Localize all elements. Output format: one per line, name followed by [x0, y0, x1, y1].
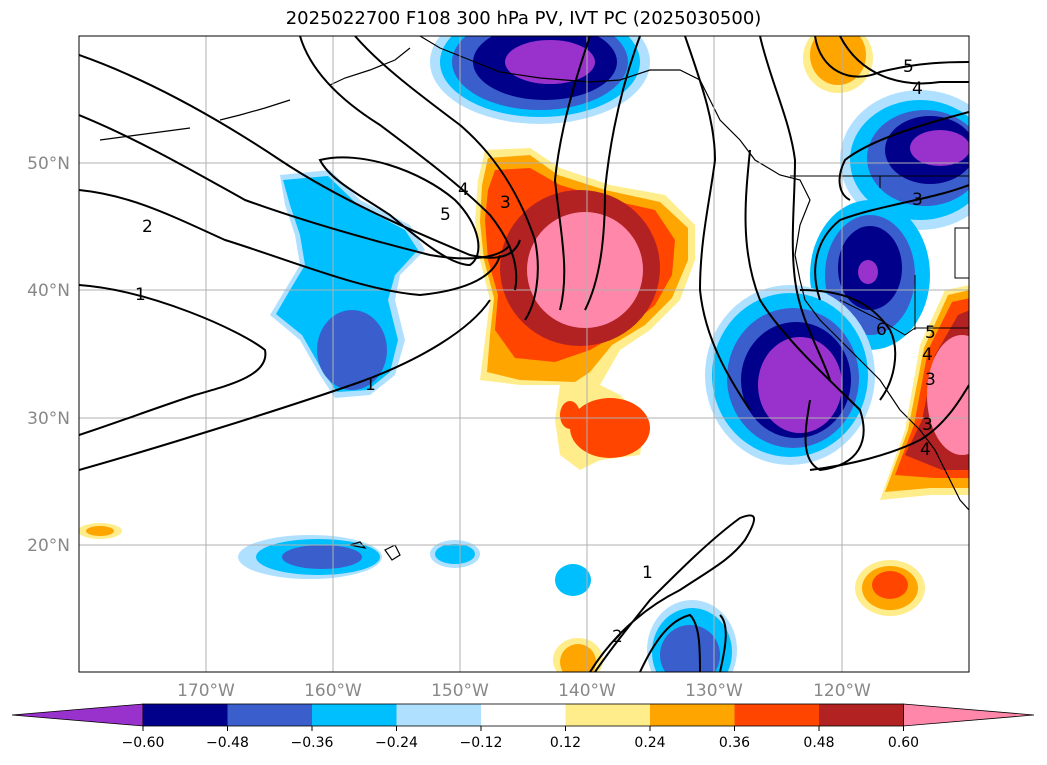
lon-label-140w: 140°W	[558, 681, 616, 701]
lat-label-40n: 40°N	[27, 281, 70, 301]
colorbar-extend-high	[903, 703, 1035, 727]
colorbar-tick-label: −0.36	[291, 735, 334, 751]
map-area: 5 4 3 2 1 1 4 5 3 3 6 5 4 3 4 1 2	[79, 36, 969, 672]
positive-anomaly-mexico	[855, 285, 969, 616]
contour-label: 3	[922, 415, 933, 435]
colorbar-tick-label: 0.12	[550, 735, 581, 751]
contour-label: 5	[903, 57, 914, 77]
pv-contours	[79, 36, 969, 672]
contour-label: 4	[912, 79, 923, 99]
negative-anomaly-central-pacific	[270, 170, 425, 398]
contour-label: 3	[500, 193, 511, 213]
political-borders	[790, 175, 969, 336]
contour-label: 3	[925, 370, 936, 390]
colorbar-tick-label: −0.24	[375, 735, 418, 751]
lon-label-130w: 130°W	[685, 681, 743, 701]
contour-label: 2	[142, 217, 153, 237]
colorbar-tick-label: −0.60	[122, 735, 165, 751]
colorbar-extend-low	[11, 703, 144, 727]
colorbar-segment	[143, 704, 228, 726]
colorbar-tick-label: 0.36	[719, 735, 750, 751]
lon-label-160w: 160°W	[304, 681, 362, 701]
colorbar: −0.60 −0.48 −0.36 −0.24 −0.12 0.12 0.24 0.36 0.4…	[11, 703, 1035, 751]
colorbar-segment	[312, 704, 397, 726]
contour-label: 1	[135, 285, 146, 305]
contour-label: 1	[642, 563, 653, 583]
map-title: 2025022700 F108 300 hPa PV, IVT PC (2025…	[285, 8, 762, 29]
positive-anomaly-northeast	[803, 36, 873, 93]
negative-anomaly-off-california	[705, 285, 875, 465]
lon-label-170w: 170°W	[177, 681, 235, 701]
colorbar-segment	[565, 704, 651, 726]
colorbar-tick-label: −0.12	[460, 735, 503, 751]
lat-label-30n: 30°N	[27, 409, 70, 429]
colorbar-tick-label: 0.48	[803, 735, 834, 751]
colorbar-segment	[481, 704, 566, 726]
colorbar-tick-label: −0.48	[206, 735, 249, 751]
colorbar-segment	[396, 704, 482, 726]
contour-labels: 5 4 3 2 1 1 4 5 3 3 6 5 4 3 4 1 2	[135, 57, 936, 647]
contour-label: 3	[912, 190, 923, 210]
lon-label-120w: 120°W	[813, 681, 871, 701]
latitude-labels: 50°N 40°N 30°N 20°N	[27, 154, 70, 556]
contour-label: 5	[440, 205, 451, 225]
negative-anomaly-hawaii	[238, 535, 591, 596]
map-frame	[78, 35, 970, 673]
lon-label-150w: 150°W	[431, 681, 489, 701]
colorbar-frame	[142, 703, 904, 727]
lat-label-50n: 50°N	[27, 154, 70, 174]
negative-anomaly-west-canada	[810, 90, 969, 350]
colorbar-tick-label: 0.60	[888, 735, 919, 751]
longitude-labels: 170°W 160°W 150°W 140°W 130°W 120°W	[177, 681, 871, 701]
positive-anomaly-small	[79, 523, 603, 672]
contour-label: 2	[612, 627, 623, 647]
contour-label: 4	[920, 440, 931, 460]
colorbar-segment	[734, 704, 820, 726]
negative-anomaly-north-pacific	[430, 36, 650, 124]
colorbar-segment	[650, 704, 735, 726]
contour-label: 1	[365, 375, 376, 395]
contour-label: 4	[922, 345, 933, 365]
contour-label: 4	[458, 180, 469, 200]
colorbar-tick-label: 0.24	[634, 735, 665, 751]
contour-label: 5	[925, 323, 936, 343]
colorbar-segment	[819, 704, 904, 726]
colorbar-segment	[227, 704, 313, 726]
contour-label: 6	[876, 320, 887, 340]
lat-label-20n: 20°N	[27, 536, 70, 556]
